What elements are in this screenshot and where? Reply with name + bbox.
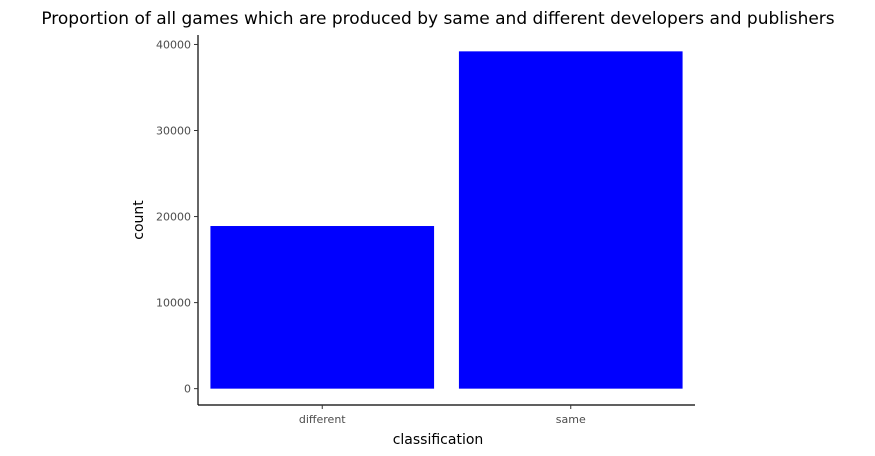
y-tick-label: 30000 (156, 125, 191, 138)
y-ticks-group: 0 10000 20000 30000 40000 (156, 38, 198, 396)
bar-same (458, 51, 683, 389)
y-axis-label: count (131, 200, 147, 240)
bar-different (210, 226, 435, 389)
bars-group (210, 51, 683, 389)
chart-title: Proportion of all games which are produc… (41, 9, 834, 29)
x-tick-label-same: same (556, 413, 586, 426)
y-tick-label: 20000 (156, 211, 191, 224)
x-tick-label-different: different (299, 413, 346, 426)
y-tick-label: 0 (184, 383, 191, 396)
y-tick-label: 10000 (156, 297, 191, 310)
x-axis-label: classification (393, 432, 484, 448)
plot-area: 0 10000 20000 30000 40000 different same (156, 35, 695, 426)
x-ticks-group: different same (299, 405, 586, 426)
y-tick-label: 40000 (156, 38, 191, 51)
